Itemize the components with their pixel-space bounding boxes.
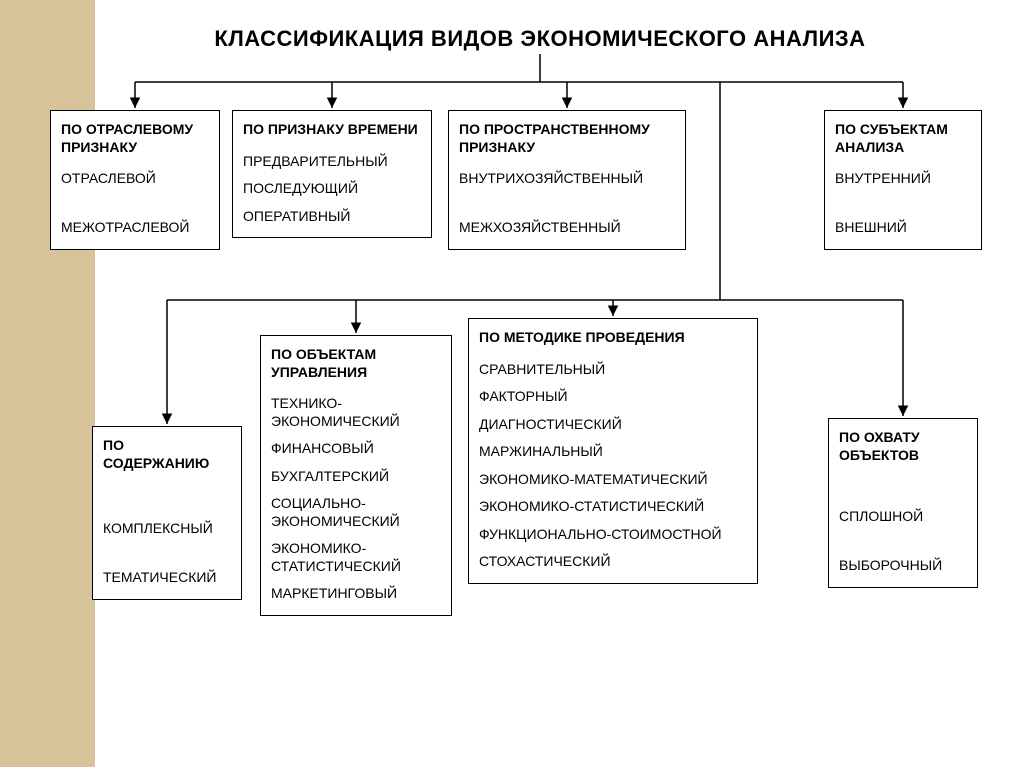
box-header: ПО ОБЪЕКТАМ УПРАВЛЕНИЯ [271, 346, 441, 381]
diagram-page: КЛАССИФИКАЦИЯ ВИДОВ ЭКОНОМИЧЕСКОГО АНАЛИ… [0, 0, 1024, 767]
box-header: ПО ОТРАСЛЕВОМУ ПРИЗНАКУ [61, 121, 209, 156]
box-item: СТОХАСТИЧЕСКИЙ [479, 553, 747, 571]
box-item: МЕЖХОЗЯЙСТВЕННЫЙ [459, 219, 675, 237]
box-item: БУХГАЛТЕРСКИЙ [271, 468, 441, 486]
box-item: ОПЕРАТИВНЫЙ [243, 208, 421, 226]
box-item: ПОСЛЕДУЮЩИЙ [243, 180, 421, 198]
box-item: МАРЖИНАЛЬНЫЙ [479, 443, 747, 461]
box-item: МЕЖОТРАСЛЕВОЙ [61, 219, 209, 237]
box-item [103, 548, 231, 566]
box-methodology: ПО МЕТОДИКЕ ПРОВЕДЕНИЯ СРАВНИТЕЛЬНЫЙ ФАКТО… [468, 318, 758, 584]
box-item: ТЕХНИКО-ЭКОНОМИЧЕСКИЙ [271, 395, 441, 430]
box-item: ОТРАСЛЕВОЙ [61, 170, 209, 188]
box-header: ПО МЕТОДИКЕ ПРОВЕДЕНИЯ [479, 329, 747, 347]
box-header: ПО СОДЕРЖАНИЮ [103, 437, 231, 472]
box-item: СПЛОШНОЙ [839, 508, 967, 526]
box-management-objects: ПО ОБЪЕКТАМ УПРАВЛЕНИЯ ТЕХНИКО-ЭКОНОМИЧЕС… [260, 335, 452, 616]
box-item: ЭКОНОМИКО-СТАТИСТИЧЕСКИЙ [479, 498, 747, 516]
box-header: ПО СУБЪЕКТАМ АНАЛИЗА [835, 121, 971, 156]
diagram-title: КЛАССИФИКАЦИЯ ВИДОВ ЭКОНОМИЧЕСКОГО АНАЛИ… [80, 26, 1000, 52]
box-item: МАРКЕТИНГОВЫЙ [271, 585, 441, 603]
box-header: ПО ОХВАТУ ОБЪЕКТОВ [839, 429, 967, 464]
box-item: ДИАГНОСТИЧЕСКИЙ [479, 416, 747, 434]
box-content: ПО СОДЕРЖАНИЮ КОМПЛЕКСНЫЙ ТЕМАТИЧЕСКИЙ [92, 426, 242, 600]
box-object-coverage: ПО ОХВАТУ ОБЪЕКТОВ СПЛОШНОЙ ВЫБОРОЧНЫЙ [828, 418, 978, 588]
box-item: ВЫБОРОЧНЫЙ [839, 557, 967, 575]
box-industry: ПО ОТРАСЛЕВОМУ ПРИЗНАКУ ОТРАСЛЕВОЙ МЕЖОТР… [50, 110, 220, 250]
box-item [61, 198, 209, 216]
box-item [835, 198, 971, 216]
box-item: ФАКТОРНЫЙ [479, 388, 747, 406]
box-item: ТЕМАТИЧЕСКИЙ [103, 569, 231, 587]
box-spatial: ПО ПРОСТРАНСТВЕННОМУ ПРИЗНАКУ ВНУТРИХОЗЯЙ… [448, 110, 686, 250]
box-item: ЭКОНОМИКО-МАТЕМАТИЧЕСКИЙ [479, 471, 747, 489]
box-item: СОЦИАЛЬНО-ЭКОНОМИЧЕСКИЙ [271, 495, 441, 530]
box-item: ФУНКЦИОНАЛЬНО-СТОИМОСТНОЙ [479, 526, 747, 544]
box-item: ЭКОНОМИКО-СТАТИСТИЧЕСКИЙ [271, 540, 441, 575]
box-item: КОМПЛЕКСНЫЙ [103, 520, 231, 538]
box-item: ВНУТРИХОЗЯЙСТВЕННЫЙ [459, 170, 675, 188]
box-item: СРАВНИТЕЛЬНЫЙ [479, 361, 747, 379]
box-item: ПРЕДВАРИТЕЛЬНЫЙ [243, 153, 421, 171]
box-item: ФИНАНСОВЫЙ [271, 440, 441, 458]
box-time: ПО ПРИЗНАКУ ВРЕМЕНИ ПРЕДВАРИТЕЛЬНЫЙ ПОСЛЕД… [232, 110, 432, 238]
box-subjects: ПО СУБЪЕКТАМ АНАЛИЗА ВНУТРЕННИЙ ВНЕШНИЙ [824, 110, 982, 250]
box-header: ПО ПРОСТРАНСТВЕННОМУ ПРИЗНАКУ [459, 121, 675, 156]
box-item [459, 198, 675, 216]
box-item: ВНУТРЕННИЙ [835, 170, 971, 188]
box-item [839, 536, 967, 554]
box-header: ПО ПРИЗНАКУ ВРЕМЕНИ [243, 121, 421, 139]
box-item: ВНЕШНИЙ [835, 219, 971, 237]
